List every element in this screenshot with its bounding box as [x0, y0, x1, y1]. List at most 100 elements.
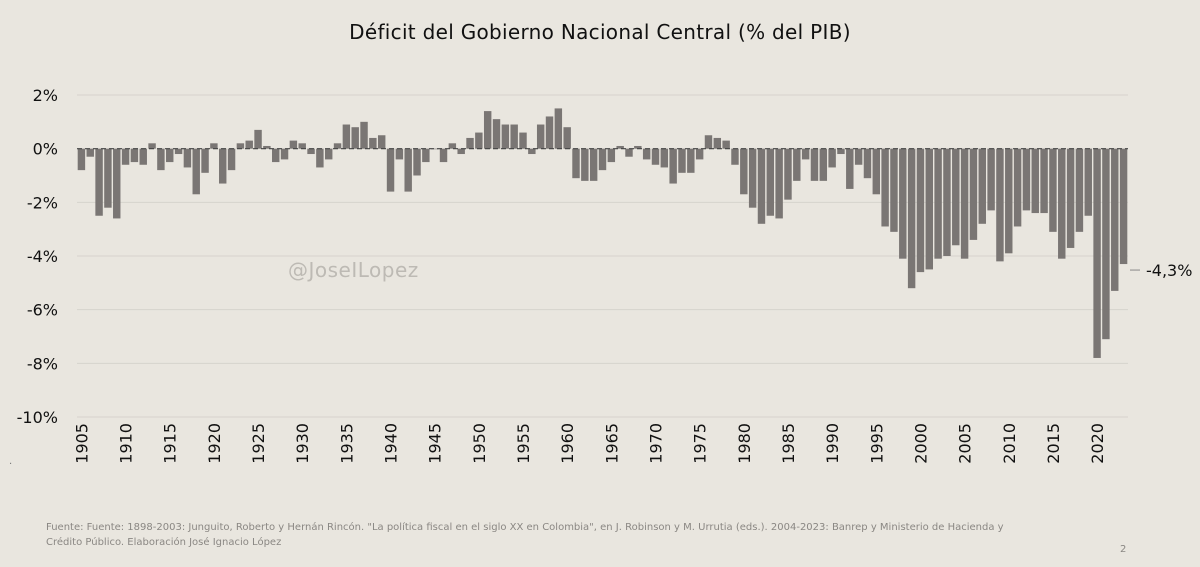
bar-2021 — [1102, 148, 1110, 340]
watermark: @JoseILopez — [288, 258, 419, 282]
bar-1964 — [598, 148, 607, 171]
bar-1973 — [678, 148, 686, 173]
bar-1906 — [86, 148, 94, 157]
bar-2017 — [1066, 148, 1075, 248]
bar-1908 — [104, 148, 112, 208]
bar-1976 — [704, 135, 713, 149]
bar-2015 — [1049, 148, 1057, 232]
bar-1924 — [245, 140, 253, 149]
bar-1948 — [457, 148, 465, 155]
bar-1923 — [236, 143, 245, 149]
y-axis-ticks: 2% 0% -2% -4% -6% -8% -10% — [17, 86, 58, 427]
y-tick-label: -8% — [27, 354, 58, 373]
bar-2001 — [925, 148, 933, 270]
bar-2012 — [1022, 148, 1031, 211]
bar-1910 — [121, 148, 130, 165]
bar-1970 — [651, 148, 660, 165]
y-tick-label: -10% — [17, 408, 58, 427]
bar-1996 — [881, 148, 889, 227]
bar-1963 — [589, 148, 598, 181]
bar-2013 — [1031, 148, 1039, 214]
y-tick-label: -4% — [27, 247, 58, 266]
bar-1946 — [439, 148, 448, 163]
bar-1920 — [210, 143, 218, 149]
bar-2003 — [943, 148, 951, 256]
bar-1933 — [324, 148, 333, 160]
bar-1915 — [166, 148, 174, 163]
bar-1940 — [386, 148, 395, 192]
bar-1918 — [192, 148, 200, 195]
bar-1986 — [793, 148, 801, 181]
bar-1944 — [422, 148, 430, 163]
x-tick-label: 1970 — [646, 423, 665, 464]
bar-2011 — [1013, 148, 1022, 227]
bar-1929 — [289, 140, 298, 149]
bar-1991 — [837, 148, 845, 155]
bar-2019 — [1084, 148, 1092, 216]
y-tick-label: 0% — [33, 140, 58, 159]
bar-1927 — [272, 148, 280, 163]
bar-1980 — [740, 148, 748, 195]
x-tick-label: 1995 — [867, 423, 886, 464]
x-tick-label: 1920 — [205, 423, 224, 464]
bar-1950 — [475, 132, 483, 149]
bar-1958 — [545, 116, 554, 149]
y-tick-label: -6% — [27, 301, 58, 320]
bar-1979 — [731, 148, 739, 165]
x-tick-label: 1915 — [161, 423, 180, 464]
bar-1949 — [466, 137, 474, 149]
bar-1993 — [854, 148, 863, 165]
side-mark: . — [9, 456, 13, 467]
x-tick-label: 1905 — [72, 423, 91, 464]
annotation-label: -4,3% — [1146, 261, 1192, 280]
bar-1975 — [695, 148, 704, 160]
bar-1922 — [227, 148, 236, 171]
bar-1988 — [810, 148, 819, 181]
bar-1960 — [563, 127, 571, 149]
y-tick-label: -2% — [27, 193, 58, 212]
x-tick-label: 1910 — [117, 423, 136, 464]
bar-1938 — [369, 137, 377, 149]
x-tick-label: 1925 — [249, 423, 268, 464]
x-tick-label: 1940 — [382, 423, 401, 464]
bar-1956 — [528, 148, 536, 155]
bar-2022 — [1111, 148, 1119, 291]
bar-1997 — [890, 148, 898, 232]
bar-1984 — [775, 148, 783, 219]
x-tick-label: 1985 — [779, 423, 798, 464]
bar-1952 — [492, 119, 501, 149]
bar-2005 — [960, 148, 969, 259]
source-footnote: Fuente: Fuente: 1898-2003: Junguito, Rob… — [46, 520, 1106, 550]
bar-1967 — [625, 148, 633, 157]
bar-1966 — [616, 145, 624, 149]
bar-2010 — [1005, 148, 1013, 254]
x-tick-label: 1980 — [735, 423, 754, 464]
bar-1994 — [863, 148, 872, 179]
y-tick-label: 2% — [33, 86, 58, 105]
bar-1939 — [377, 135, 386, 149]
bar-1921 — [219, 148, 227, 184]
bar-1969 — [642, 148, 651, 160]
bar-1951 — [483, 111, 492, 149]
bar-1911 — [130, 148, 139, 163]
bar-2002 — [934, 148, 942, 259]
bar-1977 — [713, 137, 722, 149]
bar-1953 — [501, 124, 510, 149]
bar-1990 — [828, 148, 836, 168]
bar-1959 — [554, 108, 563, 149]
bar-1957 — [536, 124, 545, 149]
bar-1919 — [201, 148, 209, 173]
bar-1998 — [899, 148, 907, 259]
bar-1999 — [907, 148, 916, 289]
bar-2008 — [987, 148, 995, 211]
bar-1995 — [872, 148, 881, 195]
x-tick-label: 2010 — [1000, 423, 1019, 464]
bars-layer — [77, 108, 1128, 358]
bar-1935 — [342, 124, 351, 149]
bar-1955 — [519, 132, 527, 149]
x-tick-label: 1960 — [558, 423, 577, 464]
bar-1934 — [333, 143, 342, 149]
bar-1907 — [95, 148, 103, 216]
bar-1943 — [413, 148, 421, 176]
